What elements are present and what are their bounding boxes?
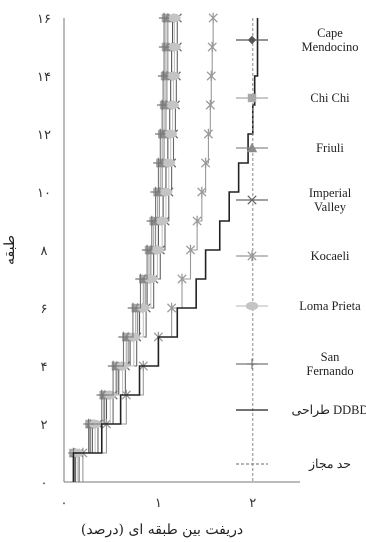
y-tick-label: ۸ (41, 243, 48, 258)
data-point-5 (167, 72, 179, 80)
legend-label-line: Cape (317, 26, 343, 40)
legend-label-line: Loma Prieta (299, 299, 361, 313)
legend-label-line: Chi Chi (310, 91, 350, 105)
legend-label-line: طراحی DDBD (291, 403, 366, 418)
x-tick-label: ۰ (61, 495, 68, 510)
legend-marker (248, 94, 256, 102)
legend-label-line: Kocaeli (311, 249, 350, 263)
data-point-5 (151, 246, 163, 254)
y-tick-label: ۶ (41, 301, 48, 316)
x-tick-label: ۲ (249, 495, 256, 510)
data-point-4 (206, 100, 214, 110)
y-tick-label: ۱۲ (37, 127, 51, 142)
legend-label-line: حد مجاز (308, 457, 351, 472)
y-tick-label: ۲ (41, 417, 48, 432)
x-tick-label: ۱ (155, 495, 162, 510)
legend-label-line: Valley (314, 200, 347, 214)
legend-label: Loma Prieta (299, 299, 361, 313)
legend-marker (248, 36, 256, 44)
y-tick-label: ۴ (41, 359, 48, 374)
data-point-4 (207, 71, 215, 81)
data-point-5 (168, 14, 180, 22)
legend-label: San Fernando (306, 350, 353, 378)
legend-marker (247, 359, 257, 369)
y-axis-title: طبقه (2, 235, 18, 265)
legend-label-line: Friuli (316, 141, 344, 155)
legend-label-line: San (321, 350, 341, 364)
data-point-5 (164, 130, 176, 138)
legend-label: حد مجاز (308, 457, 351, 472)
legend-label-line: Fernando (306, 364, 353, 378)
data-point-5 (166, 101, 178, 109)
data-point-5 (160, 188, 172, 196)
data-point-4 (208, 42, 216, 52)
legend-label-line: Imperial (309, 186, 352, 200)
data-point-5 (156, 217, 168, 225)
data-point-5 (168, 43, 180, 51)
data-point-5 (163, 159, 175, 167)
y-tick-label: ۱۶ (37, 11, 51, 26)
y-tick-label: ۱۰ (37, 185, 51, 200)
data-point-4 (209, 13, 217, 23)
legend-label: طراحی DDBD (291, 403, 366, 418)
legend-marker (246, 302, 258, 310)
legend-label: Chi Chi (310, 91, 350, 105)
y-tick-label: ۰ (41, 475, 48, 490)
legend-label-line: Mendocino (302, 40, 359, 54)
legend-label: Friuli (316, 141, 344, 155)
y-tick-label: ۱۴ (37, 69, 51, 84)
legend-label: Imperial Valley (309, 186, 352, 214)
legend-label: Cape Mendocino (302, 26, 359, 54)
data-point-4 (204, 129, 212, 139)
x-axis-title: دریفت بین طبقه ای (درصد) (81, 522, 243, 538)
legend-label: Kocaeli (311, 249, 350, 263)
